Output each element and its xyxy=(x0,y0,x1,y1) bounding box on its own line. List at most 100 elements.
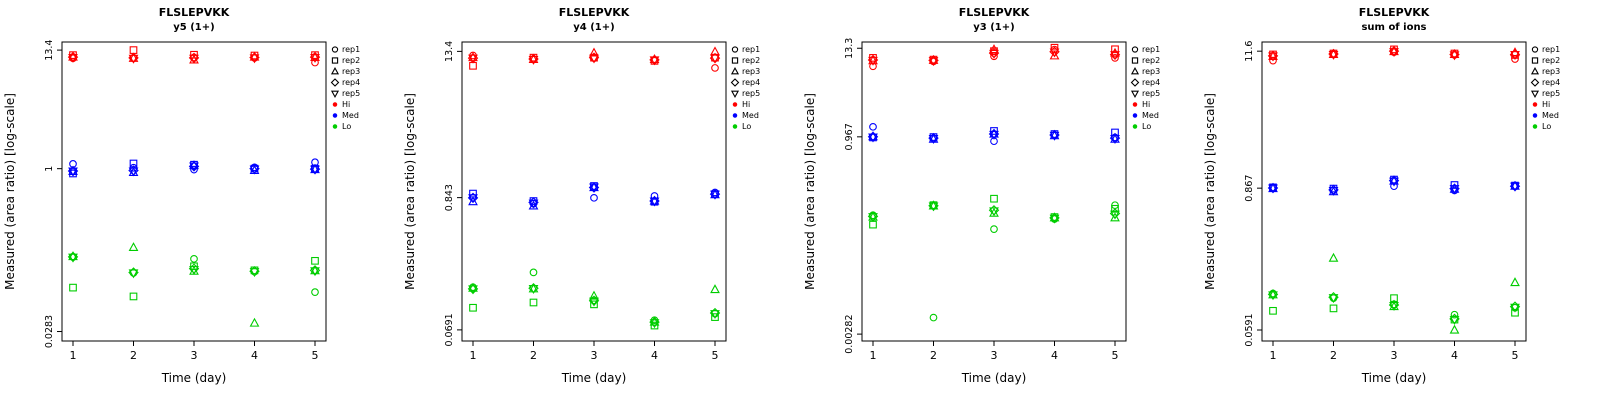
x-axis-label: Time (day) xyxy=(1361,371,1427,385)
legend-label-rep5: rep5 xyxy=(742,89,760,98)
data-point xyxy=(128,52,139,62)
y-axis-label: Measured (area ratio) [log-scale] xyxy=(1203,93,1217,290)
data-point xyxy=(1049,212,1060,222)
legend-marker-rep2 xyxy=(1531,57,1539,64)
data-point xyxy=(1049,214,1060,224)
x-axis-label: Time (day) xyxy=(961,371,1027,385)
data-point xyxy=(128,242,139,252)
data-point xyxy=(589,47,599,57)
data-point xyxy=(1389,46,1399,56)
data-point xyxy=(1389,177,1399,187)
x-tick-label: 5 xyxy=(1512,349,1519,362)
x-tick-label: 5 xyxy=(712,349,719,362)
y-tick-label: 0.0691 xyxy=(444,313,455,346)
data-point xyxy=(649,197,660,207)
chart-subtitle: sum of ions xyxy=(1361,22,1426,33)
data-point xyxy=(1328,294,1339,304)
chart-panel-y5: FLSLEPVKK y5 (1+) 1 2 3 4 5 Time (day) 13.4 1 0.02… xyxy=(0,0,400,400)
data-point xyxy=(1450,310,1459,319)
legend-label-rep2: rep2 xyxy=(1142,56,1160,65)
data-point xyxy=(589,183,599,193)
plot-svg: FLSLEPVKK y3 (1+) 1 2 3 4 5 Time (day) 13.3 0.967… xyxy=(803,6,1160,385)
x-tick-label: 4 xyxy=(1451,349,1458,362)
x-axis-label: Time (day) xyxy=(161,371,227,385)
data-point xyxy=(1449,51,1460,61)
legend-marker-rep4 xyxy=(730,78,740,87)
chart-title: FLSLEPVKK xyxy=(159,6,230,19)
data-point xyxy=(249,51,260,61)
data-point xyxy=(989,128,999,138)
data-point xyxy=(989,49,999,59)
legend-label-Lo: Lo xyxy=(742,122,751,131)
y-axis-label: Measured (area ratio) [log-scale] xyxy=(403,93,417,290)
data-point xyxy=(649,195,660,205)
data-point xyxy=(928,200,939,210)
legend-marker-rep4 xyxy=(1130,78,1140,87)
data-point xyxy=(68,53,78,63)
x-tick-label: 2 xyxy=(1330,349,1337,362)
legend-marker-rep3 xyxy=(330,66,340,75)
data-point xyxy=(69,283,77,292)
data-point xyxy=(69,253,77,261)
data-point xyxy=(989,207,999,217)
x-tick-label: 3 xyxy=(991,349,998,362)
legend-label-Hi: Hi xyxy=(1142,100,1150,109)
legend-label-Hi: Hi xyxy=(1542,100,1550,109)
data-point xyxy=(589,290,599,300)
plot-box xyxy=(1261,41,1527,342)
data-point xyxy=(189,54,199,64)
data-point xyxy=(928,134,939,144)
data-point xyxy=(128,269,139,279)
data-point xyxy=(868,133,878,143)
legend-marker-rep3 xyxy=(730,66,740,75)
x-tick-label: 4 xyxy=(1051,349,1058,362)
data-point xyxy=(650,192,659,200)
plot-svg: FLSLEPVKK y5 (1+) 1 2 3 4 5 Time (day) 13.4 1 0.02… xyxy=(3,6,360,385)
data-point xyxy=(1049,131,1060,141)
legend-marker-Med xyxy=(1532,113,1538,118)
data-point xyxy=(1450,181,1459,189)
legend-marker-Hi xyxy=(1132,102,1138,107)
legend-label-rep1: rep1 xyxy=(342,45,360,54)
data-point xyxy=(1110,51,1120,61)
data-point xyxy=(1328,50,1339,60)
data-point xyxy=(311,256,319,265)
legend-marker-Med xyxy=(732,113,738,118)
data-point xyxy=(1110,134,1120,144)
legend-label-rep3: rep3 xyxy=(1542,67,1560,76)
chart-subtitle: y5 (1+) xyxy=(173,22,214,33)
chart-title: FLSLEPVKK xyxy=(959,6,1030,19)
y-tick-label: 0.0591 xyxy=(1244,313,1255,346)
legend-marker-rep4 xyxy=(330,78,340,87)
data-point xyxy=(928,202,939,212)
data-point xyxy=(528,55,539,65)
legend-marker-rep5 xyxy=(730,90,740,99)
legend-label-rep4: rep4 xyxy=(342,78,360,87)
x-tick-label: 3 xyxy=(591,349,598,362)
chart-panel-y3: FLSLEPVKK y3 (1+) 1 2 3 4 5 Time (day) 13.3 0.967… xyxy=(800,0,1200,400)
legend-label-Med: Med xyxy=(342,111,359,120)
y-tick-label: 0.967 xyxy=(844,123,855,150)
data-point xyxy=(468,285,478,295)
legend-label-Med: Med xyxy=(1542,111,1559,120)
legend-marker-rep2 xyxy=(1131,57,1139,64)
legend-label-Lo: Lo xyxy=(1542,122,1551,131)
legend-label-Lo: Lo xyxy=(342,122,351,131)
data-point xyxy=(1268,289,1278,299)
data-point xyxy=(649,56,660,66)
data-point xyxy=(990,194,998,203)
data-point xyxy=(1510,50,1520,60)
plot-box xyxy=(861,41,1127,342)
legend-marker-rep3 xyxy=(1130,66,1140,75)
legend-marker-rep1 xyxy=(1131,46,1139,53)
y-tick-label: 0.867 xyxy=(1244,175,1255,202)
legend-label-rep2: rep2 xyxy=(742,56,760,65)
data-point xyxy=(1449,316,1460,326)
legend-marker-Hi xyxy=(332,102,338,107)
data-point xyxy=(1111,204,1119,213)
data-point xyxy=(528,199,539,209)
x-tick-label: 1 xyxy=(1270,349,1277,362)
data-point xyxy=(468,196,478,206)
x-tick-label: 4 xyxy=(251,349,258,362)
y-tick-label: 0.00282 xyxy=(844,314,855,353)
